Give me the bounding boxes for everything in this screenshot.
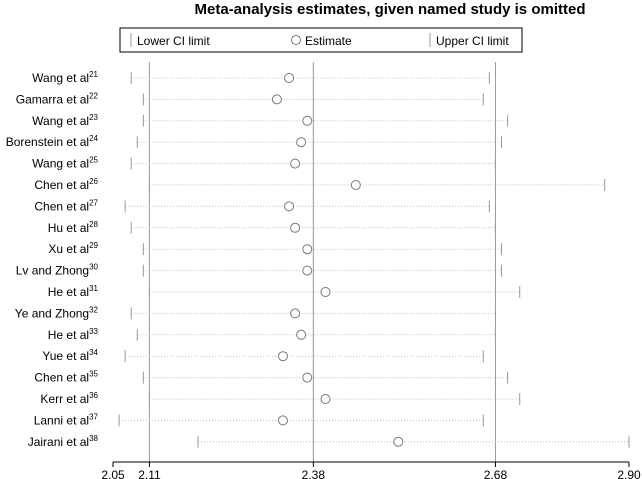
study-name: Chen et al — [34, 199, 89, 213]
x-tick-label: 2.68 — [484, 468, 508, 479]
study-name: Chen et al — [34, 178, 89, 192]
estimate-marker — [302, 372, 313, 383]
study-reference: 29 — [89, 241, 98, 250]
legend-estimate-marker — [291, 35, 301, 45]
study-reference: 24 — [89, 134, 98, 143]
study-name: Wang et al — [32, 157, 89, 171]
x-tick-label: 2.38 — [302, 468, 326, 479]
study-reference: 32 — [89, 305, 98, 314]
study-reference: 38 — [89, 434, 98, 443]
study-name: Hu et al — [48, 221, 89, 235]
study-label: Ye and Zhong32 — [15, 305, 99, 320]
legend-upper-label: Upper CI limit — [436, 34, 509, 48]
chart-title: Meta-analysis estimates, given named stu… — [195, 1, 586, 18]
study-name: Kerr et al — [40, 392, 89, 406]
study-reference: 33 — [89, 327, 98, 336]
legend: Lower CI limit Estimate Upper CI limit — [119, 27, 523, 53]
legend-estimate-label: Estimate — [305, 34, 352, 48]
estimate-marker — [290, 222, 301, 233]
estimate-marker — [302, 265, 313, 276]
study-label: Yue et al34 — [42, 348, 98, 363]
x-tick-label: 2.11 — [138, 468, 161, 479]
study-name: Yue et al — [42, 349, 89, 363]
estimate-marker — [296, 329, 307, 340]
study-label: Jairani et al38 — [28, 434, 99, 449]
study-name: Gamarra et al — [16, 92, 89, 106]
study-reference: 25 — [89, 156, 98, 165]
study-label: Kerr et al36 — [40, 391, 98, 406]
x-axis: 2.05 2.11 2.38 2.68 2.90 — [101, 461, 641, 479]
study-name: Borenstein et al — [6, 135, 89, 149]
estimate-marker — [284, 201, 295, 212]
study-label: Chen et al27 — [34, 198, 98, 213]
study-reference: 28 — [89, 220, 98, 229]
study-label: Gamarra et al22 — [16, 91, 99, 106]
study-reference: 34 — [89, 348, 98, 357]
study-label: Hu et al28 — [48, 220, 99, 235]
study-reference: 37 — [89, 412, 98, 421]
estimate-marker — [284, 73, 295, 83]
study-label: Xu et al29 — [48, 241, 98, 256]
study-label: Chen et al26 — [34, 177, 98, 192]
study-label: Wang et al25 — [32, 156, 98, 171]
estimate-marker — [296, 137, 307, 148]
study-name: Xu et al — [48, 242, 89, 256]
estimate-marker — [290, 158, 301, 169]
study-reference: 35 — [89, 370, 98, 379]
legend-box — [119, 27, 523, 53]
study-label: Wang et al23 — [32, 113, 98, 128]
study-name: Lv and Zhong — [16, 264, 89, 278]
estimate-marker — [290, 308, 301, 319]
study-label: He et al31 — [48, 284, 99, 299]
estimate-marker — [302, 244, 313, 255]
study-label: Wang et al21 — [32, 70, 98, 85]
study-name: Ye and Zhong — [15, 306, 89, 320]
study-name: He et al — [48, 328, 89, 342]
estimate-marker — [277, 415, 288, 426]
study-reference: 22 — [89, 91, 98, 100]
legend-lower-label: Lower CI limit — [137, 34, 210, 48]
study-reference: 23 — [89, 113, 98, 122]
study-reference: 31 — [89, 284, 98, 293]
study-reference: 27 — [89, 198, 98, 207]
study-name: Wang et al — [32, 114, 89, 128]
study-label: Lanni et al37 — [34, 412, 99, 427]
study-reference: 30 — [89, 263, 98, 272]
estimate-marker — [393, 436, 404, 447]
study-name: He et al — [48, 285, 89, 299]
study-name: Lanni et al — [34, 413, 89, 427]
x-tick-label: 2.05 — [101, 468, 125, 479]
study-label: Chen et al35 — [34, 370, 98, 385]
estimate-marker — [320, 287, 331, 297]
study-reference: 21 — [89, 70, 98, 79]
estimate-marker — [271, 94, 282, 105]
study-label: Lv and Zhong30 — [16, 263, 99, 278]
study-reference: 26 — [89, 177, 98, 186]
estimate-marker — [302, 115, 313, 126]
study-name: Wang et al — [32, 71, 89, 85]
estimate-marker — [320, 394, 331, 404]
study-label: He et al33 — [48, 327, 99, 342]
study-name: Chen et al — [34, 371, 89, 385]
x-tick-label: 2.90 — [617, 468, 641, 479]
study-reference: 36 — [89, 391, 98, 400]
estimate-marker — [350, 180, 361, 190]
study-name: Jairani et al — [28, 435, 89, 449]
estimate-marker — [277, 351, 288, 362]
study-label: Borenstein et al24 — [6, 134, 99, 149]
plot-area — [118, 62, 630, 462]
